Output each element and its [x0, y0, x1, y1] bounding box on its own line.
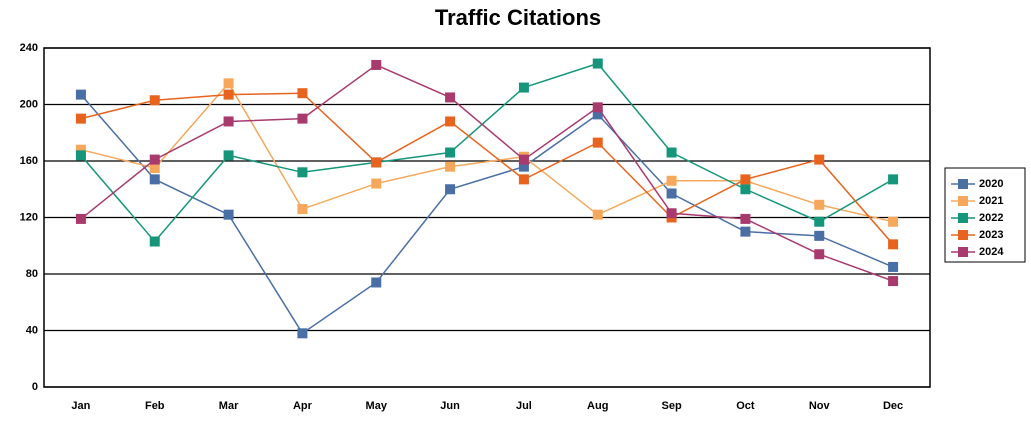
point [445, 161, 456, 172]
point [75, 144, 86, 155]
plot-frame [43, 47, 931, 388]
x-tick-label: Aug [587, 400, 608, 412]
point [149, 95, 160, 106]
legend-swatch [958, 196, 968, 206]
point [149, 236, 160, 247]
point [371, 277, 382, 288]
legend-label: 2024 [979, 246, 1004, 258]
legend-label: 2022 [979, 212, 1003, 224]
series-line [80, 82, 894, 223]
point [518, 154, 529, 165]
point [518, 82, 529, 93]
y-tick-label: 40 [26, 324, 38, 336]
x-tick-label: Mar [219, 400, 239, 412]
point [445, 147, 456, 158]
point [740, 174, 751, 185]
point [371, 59, 382, 70]
point [371, 157, 382, 168]
point [149, 154, 160, 165]
point [888, 276, 899, 287]
x-tick-label: Apr [293, 400, 313, 412]
point [445, 92, 456, 103]
point [666, 147, 677, 158]
point [75, 213, 86, 224]
x-tick-label: Dec [883, 400, 903, 412]
x-tick-label: Jan [71, 400, 90, 412]
y-tick-label: 120 [20, 211, 38, 223]
x-tick-label: Nov [809, 400, 831, 412]
y-tick-label: 0 [32, 381, 38, 393]
point [592, 102, 603, 113]
series-line [80, 64, 894, 282]
x-tick-label: Jun [440, 400, 460, 412]
point [814, 230, 825, 241]
point [814, 199, 825, 210]
point [297, 113, 308, 124]
point [223, 209, 234, 220]
point [223, 116, 234, 127]
legend-label: 2020 [979, 178, 1003, 190]
point [518, 161, 529, 172]
y-tick-label: 80 [26, 268, 38, 280]
x-tick-label: Sep [661, 400, 681, 412]
point [666, 175, 677, 186]
x-tick-label: Jul [516, 400, 532, 412]
point [75, 113, 86, 124]
y-tick-label: 240 [20, 42, 38, 54]
point [740, 184, 751, 195]
legend-swatch [958, 230, 968, 240]
point [297, 204, 308, 215]
legend-swatch [958, 247, 968, 257]
point [592, 137, 603, 148]
point [666, 188, 677, 199]
point [592, 209, 603, 220]
series-line [80, 92, 894, 245]
x-tick-label: May [366, 400, 388, 412]
legend-swatch [958, 213, 968, 223]
point [149, 163, 160, 174]
point [297, 328, 308, 339]
chart-title: Traffic Citations [435, 5, 601, 30]
y-tick-label: 160 [20, 155, 38, 167]
point [592, 109, 603, 120]
point [445, 116, 456, 127]
legend-swatch [958, 179, 968, 189]
point [888, 216, 899, 227]
series-line [80, 94, 894, 335]
point [814, 249, 825, 260]
point [297, 88, 308, 99]
point [888, 239, 899, 250]
point [371, 178, 382, 189]
point [740, 226, 751, 237]
point [75, 89, 86, 100]
point [666, 208, 677, 219]
point [75, 150, 86, 161]
point [814, 154, 825, 165]
point [297, 167, 308, 178]
legend-label: 2021 [979, 195, 1003, 207]
x-tick-label: Oct [736, 400, 755, 412]
point [740, 213, 751, 224]
point [445, 184, 456, 195]
point [223, 150, 234, 161]
point [518, 174, 529, 185]
point [149, 174, 160, 185]
y-tick-label: 200 [20, 98, 38, 110]
point [888, 174, 899, 185]
point [223, 89, 234, 100]
point [814, 216, 825, 227]
x-tick-label: Feb [145, 400, 165, 412]
series-line [80, 62, 894, 243]
point [223, 78, 234, 89]
legend-label: 2023 [979, 229, 1003, 241]
point [888, 261, 899, 272]
point [592, 58, 603, 69]
